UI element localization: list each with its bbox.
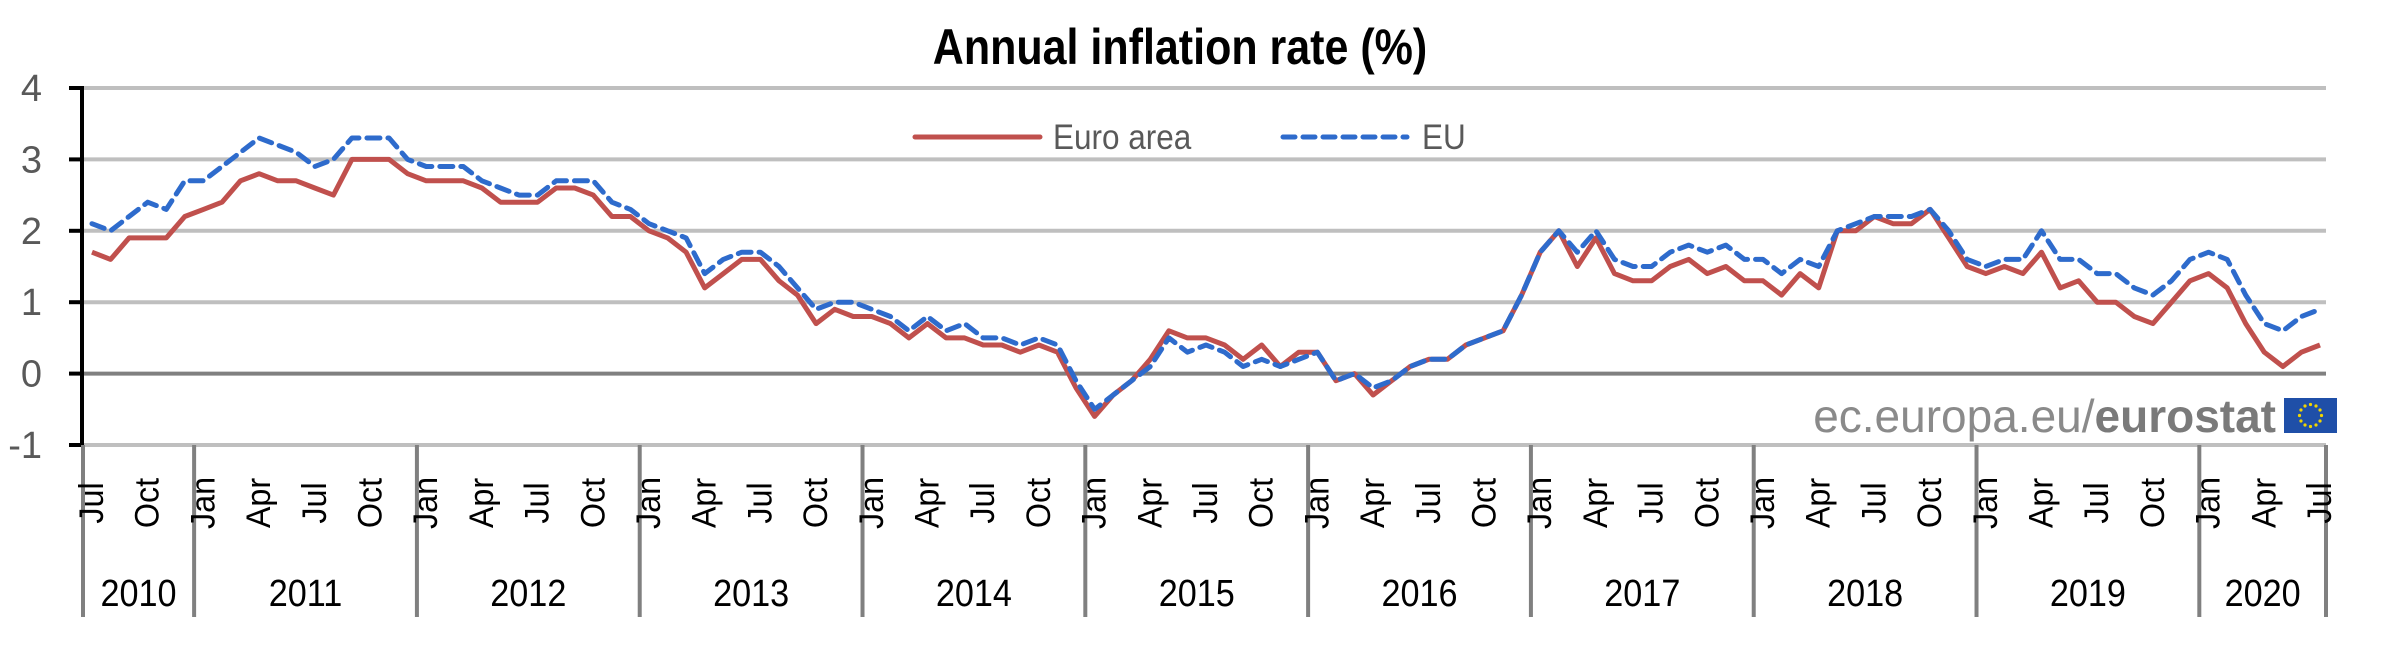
y-tick-label: 0 <box>21 354 42 396</box>
x-month-label: Jul <box>1410 482 1448 523</box>
x-year-label: 2013 <box>713 571 789 614</box>
x-year-label: 2014 <box>936 571 1012 614</box>
x-month-label: Jul <box>2301 482 2339 523</box>
x-year-label: 2018 <box>1827 571 1903 614</box>
x-axis: Jul Oct Jan Apr Jul Oct Jan Apr Jul Oct Jan Apr Jul O… <box>73 445 2339 617</box>
x-month-label: Apr <box>2023 478 2061 528</box>
x-month-label: Jan <box>630 477 668 529</box>
x-year-label: 2011 <box>269 571 342 614</box>
x-month-label: Jul <box>73 482 111 523</box>
watermark-text: ec.europa.eu/eurostat <box>1813 390 2276 442</box>
x-month-label: Apr <box>909 478 947 528</box>
legend: Euro area EU <box>912 119 1466 158</box>
watermark-brand: eurostat <box>2095 390 2276 442</box>
x-month-label: Oct <box>352 478 390 528</box>
y-tick-label: -1 <box>8 425 42 467</box>
x-month-label: Apr <box>240 478 278 528</box>
x-year-label: 2015 <box>1159 571 1235 614</box>
x-year-label: 2012 <box>490 571 566 614</box>
gridlines <box>82 86 2326 447</box>
flag-star <box>2303 404 2307 408</box>
flag-star <box>2314 404 2318 408</box>
series-line-eu <box>89 135 2323 412</box>
x-month-label: Jul <box>1856 482 1894 523</box>
x-year-label: 2017 <box>1604 571 1680 614</box>
legend-label-euro-area: Euro area <box>1053 119 1192 158</box>
x-month-label: Apr <box>1577 478 1615 528</box>
x-month-label: Apr <box>463 478 501 528</box>
x-month-label: Jul <box>742 482 780 523</box>
x-month-label: Oct <box>1020 478 1058 528</box>
y-tick-label: 2 <box>21 211 42 253</box>
x-month-label: Jul <box>1633 482 1671 523</box>
flag-star <box>2299 408 2303 412</box>
x-month-label: Jan <box>1521 477 1559 529</box>
x-month-label: Jan <box>1076 477 1114 529</box>
x-month-label: Jul <box>964 482 1002 523</box>
x-month-label: Jul <box>519 482 557 523</box>
flag-star <box>2319 413 2324 418</box>
chart-title: Annual inflation rate (%) <box>933 19 1427 75</box>
eurostat-watermark: ec.europa.eu/eurostat <box>1813 390 2337 442</box>
x-month-label: Oct <box>1689 478 1727 528</box>
x-month-label: Oct <box>2134 478 2172 528</box>
x-month-label: Apr <box>2246 478 2284 528</box>
x-month-label: Oct <box>129 478 167 528</box>
x-month-label: Apr <box>1354 478 1392 528</box>
series-line-euro-area <box>91 156 2321 419</box>
x-month-label: Jan <box>1967 477 2005 529</box>
flag-star <box>2299 419 2303 423</box>
x-month-label: Apr <box>686 478 724 528</box>
x-month-label: Jul <box>1187 482 1225 523</box>
eu-flag-icon <box>2284 398 2337 433</box>
y-tick-label: 4 <box>21 68 42 110</box>
flag-star <box>2297 413 2302 418</box>
x-month-label: Jan <box>1744 477 1782 529</box>
x-month-label: Oct <box>1466 478 1504 528</box>
flag-star <box>2318 408 2322 412</box>
x-month-label: Oct <box>1243 478 1281 528</box>
y-tick-label: 1 <box>21 282 42 324</box>
x-month-label: Oct <box>1911 478 1949 528</box>
x-month-label: Oct <box>797 478 835 528</box>
x-month-label: Jul <box>296 482 334 523</box>
flag-star <box>2303 423 2307 427</box>
x-month-label: Jan <box>1299 477 1337 529</box>
x-year-label: 2020 <box>2225 571 2301 614</box>
y-tick-label: 3 <box>21 139 42 181</box>
series-lines <box>89 135 2323 419</box>
x-month-label: Apr <box>1800 478 1838 528</box>
watermark-prefix: ec.europa.eu/ <box>1813 390 2095 442</box>
x-month-label: Jan <box>853 477 891 529</box>
flag-star <box>2308 402 2313 407</box>
x-month-label: Oct <box>575 478 613 528</box>
x-month-label: Jan <box>185 477 223 529</box>
x-year-label: 2016 <box>1381 571 1457 614</box>
legend-label-eu: EU <box>1422 119 1466 158</box>
y-axis: 4 3 2 1 0 -1 <box>8 68 84 467</box>
x-month-label: Jan <box>407 477 445 529</box>
x-month-label: Jul <box>2078 482 2116 523</box>
x-year-label: 2019 <box>2050 571 2126 614</box>
x-month-label: Apr <box>1132 478 1170 528</box>
flag-star <box>2314 423 2318 427</box>
x-year-label: 2010 <box>101 571 177 614</box>
flag-star <box>2318 419 2322 423</box>
x-month-label: Jan <box>2190 477 2228 529</box>
flag-star <box>2308 424 2313 429</box>
